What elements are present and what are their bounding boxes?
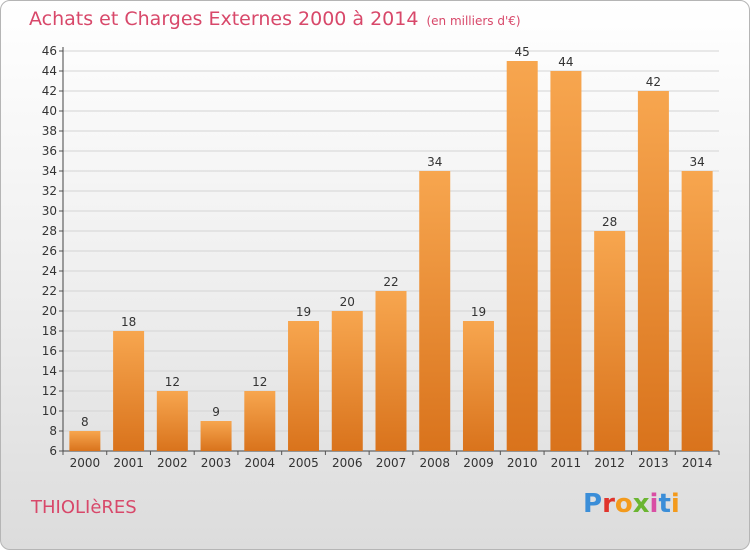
y-tick-label: 40 (42, 104, 57, 118)
y-tick-label: 28 (42, 224, 57, 238)
y-tick-label: 32 (42, 184, 57, 198)
y-tick-label: 38 (42, 124, 57, 138)
data-label: 19 (471, 305, 486, 319)
x-tick-label: 2001 (113, 456, 144, 470)
x-tick-label: 2004 (245, 456, 276, 470)
y-tick-label: 34 (42, 164, 57, 178)
data-label: 19 (296, 305, 311, 319)
commune-name: THIOLIèRES (31, 497, 137, 518)
data-label: 12 (252, 375, 267, 389)
y-tick-label: 24 (42, 264, 57, 278)
bar-2008 (419, 171, 451, 451)
y-tick-label: 44 (42, 64, 57, 78)
chart-subtitle: (en milliers d'€) (426, 14, 521, 28)
data-label: 20 (340, 295, 355, 309)
y-tick-label: 42 (42, 84, 57, 98)
y-tick-label: 16 (42, 344, 57, 358)
x-tick-label: 2002 (157, 456, 188, 470)
bars (69, 61, 713, 451)
chart-title: Achats et Charges Externes 2000 à 2014 (29, 8, 419, 30)
bar-2000 (69, 431, 101, 451)
bar-2012 (594, 231, 626, 451)
x-tick-label: 2000 (70, 456, 101, 470)
bar-2005 (288, 321, 320, 451)
x-tick-label: 2005 (288, 456, 319, 470)
bar-2014 (681, 171, 713, 451)
x-tick-label: 2007 (376, 456, 407, 470)
y-tick-label: 26 (42, 244, 57, 258)
data-label: 42 (646, 75, 661, 89)
data-label: 44 (558, 55, 573, 69)
x-tick-label: 2012 (594, 456, 625, 470)
y-tick-label: 30 (42, 204, 57, 218)
logo-letter: P (583, 489, 603, 519)
x-tick-label: 2006 (332, 456, 363, 470)
x-tick-label: 2003 (201, 456, 232, 470)
bar-2004 (244, 391, 276, 451)
bar-2007 (375, 291, 407, 451)
x-tick-label: 2013 (638, 456, 669, 470)
bar-2013 (637, 91, 669, 451)
y-tick-label: 10 (42, 404, 57, 418)
x-tick-label: 2014 (682, 456, 713, 470)
proxiti-logo[interactable]: Proxiti (583, 489, 680, 519)
data-label: 8 (81, 415, 89, 429)
chart-title-row: Achats et Charges Externes 2000 à 2014 (e… (29, 8, 521, 30)
x-tick-label: 2011 (551, 456, 582, 470)
data-label: 9 (212, 405, 220, 419)
y-tick-label: 46 (42, 44, 57, 58)
data-label: 12 (165, 375, 180, 389)
y-tick-label: 12 (42, 384, 57, 398)
bar-2002 (156, 391, 188, 451)
logo-letter: o (614, 489, 633, 519)
y-tick-label: 22 (42, 284, 57, 298)
logo-letter: i (649, 489, 659, 519)
data-label: 45 (515, 45, 530, 59)
bar-2001 (113, 331, 145, 451)
value-labels: 8 18 12 9 12 19 20 22 34 19 45 44 28 42 34 (81, 45, 705, 429)
data-label: 34 (427, 155, 442, 169)
y-tick-label: 18 (42, 324, 57, 338)
data-label: 28 (602, 215, 617, 229)
x-tick-label: 2010 (507, 456, 538, 470)
logo-letter: x (632, 489, 650, 519)
bar-2011 (550, 71, 582, 451)
y-tick-label: 8 (49, 424, 57, 438)
y-tick-label: 14 (42, 364, 57, 378)
data-label: 18 (121, 315, 136, 329)
data-label: 22 (383, 275, 398, 289)
logo-letter: r (602, 489, 615, 519)
x-tick-label: 2008 (419, 456, 450, 470)
axes: 6 8 10 12 14 16 18 20 22 24 26 28 30 32 34 36 38 40 42 44 46… (42, 44, 720, 470)
logo-letter: t (658, 489, 671, 519)
x-tick-label: 2009 (463, 456, 494, 470)
bar-2009 (462, 321, 494, 451)
y-tick-label: 36 (42, 144, 57, 158)
bar-2006 (331, 311, 363, 451)
data-label: 34 (689, 155, 704, 169)
y-tick-label: 6 (49, 444, 57, 458)
logo-letter: i (670, 489, 680, 519)
bar-2010 (506, 61, 538, 451)
bar-2003 (200, 421, 232, 451)
y-tick-label: 20 (42, 304, 57, 318)
